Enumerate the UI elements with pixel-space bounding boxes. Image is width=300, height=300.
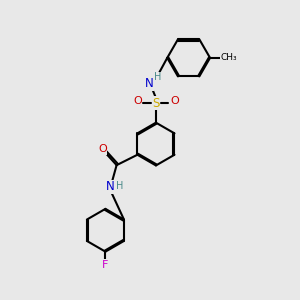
Text: N: N bbox=[105, 180, 114, 194]
Text: O: O bbox=[133, 96, 142, 106]
Text: CH₃: CH₃ bbox=[220, 53, 237, 62]
Text: H: H bbox=[116, 181, 123, 191]
Text: H: H bbox=[154, 73, 162, 82]
Text: O: O bbox=[170, 96, 179, 106]
Text: F: F bbox=[102, 260, 109, 270]
Text: N: N bbox=[145, 77, 154, 90]
Text: S: S bbox=[152, 97, 160, 110]
Text: O: O bbox=[98, 144, 107, 154]
